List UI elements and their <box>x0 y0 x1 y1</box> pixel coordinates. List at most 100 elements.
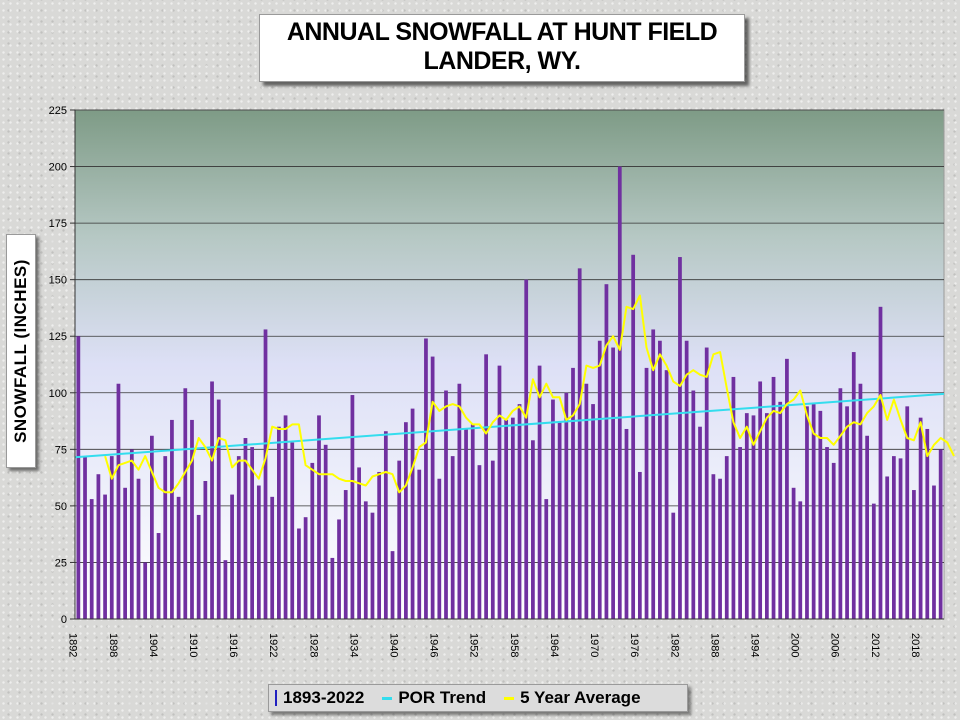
bar-1931 <box>330 557 335 619</box>
bar-series <box>76 166 943 620</box>
bar-1966 <box>564 392 569 619</box>
bar-2015 <box>891 456 896 619</box>
legend-swatch-average <box>504 696 515 700</box>
bar-1997 <box>771 376 776 619</box>
x-tick-label: 1904 <box>147 633 159 657</box>
chart-title-line1: ANNUAL SNOWFALL AT HUNT FIELD <box>286 18 718 46</box>
bar-1919 <box>250 447 255 619</box>
bar-1901 <box>129 449 134 619</box>
average-line-group <box>104 294 955 494</box>
bar-1996 <box>764 413 769 619</box>
x-tick-label: 1910 <box>187 633 199 657</box>
bar-1960 <box>524 279 529 619</box>
bar-1964 <box>551 399 555 619</box>
x-tick-label: 2006 <box>829 633 841 657</box>
bar-1903 <box>143 562 148 619</box>
por-trend-line <box>74 392 945 459</box>
axes <box>74 110 944 620</box>
bar-1955 <box>490 460 495 619</box>
y-tick-label: 150 <box>49 275 67 287</box>
x-tick-label: 1922 <box>267 633 279 657</box>
bar-1917 <box>236 456 241 619</box>
bar-1963 <box>544 499 549 619</box>
bar-1930 <box>323 444 328 619</box>
bar-1932 <box>337 519 341 619</box>
legend-swatch-trend <box>382 696 393 700</box>
five-year-average-line <box>104 294 955 494</box>
legend-item-trend: POR Trend <box>382 688 486 708</box>
bar-1938 <box>377 471 382 619</box>
bar-1949 <box>450 456 455 619</box>
bar-2017 <box>905 406 910 619</box>
bar-2020 <box>925 428 930 619</box>
bar-2009 <box>851 352 856 619</box>
bar-1951 <box>464 428 468 619</box>
bar-2019 <box>918 417 923 619</box>
y-tick-label: 100 <box>49 388 67 400</box>
bar-2022 <box>938 449 943 619</box>
bar-1894 <box>83 456 87 619</box>
bar-2005 <box>825 447 829 619</box>
bar-1971 <box>597 340 602 619</box>
bar-1974 <box>617 166 622 620</box>
x-tick-label: 1952 <box>468 633 480 657</box>
legend-label-trend: POR Trend <box>398 688 487 707</box>
y-tick-label: 0 <box>61 614 67 626</box>
bar-1911 <box>196 514 201 619</box>
bar-1981 <box>664 370 669 619</box>
bar-1972 <box>604 284 609 619</box>
bar-2007 <box>838 388 843 619</box>
bar-1929 <box>317 415 321 619</box>
bar-1985 <box>691 390 696 619</box>
x-tick-label: 1928 <box>307 633 319 657</box>
bar-1994 <box>751 415 756 619</box>
x-tick-label: 1898 <box>107 633 119 657</box>
legend-label-bars: 1893-2022 <box>283 688 365 707</box>
bar-1924 <box>283 415 288 619</box>
bar-2008 <box>845 406 849 619</box>
bar-2004 <box>818 410 823 619</box>
y-tick-label: 200 <box>49 162 67 174</box>
x-tick-label: 2000 <box>789 633 801 657</box>
bar-1899 <box>116 383 121 619</box>
bar-1908 <box>176 496 181 619</box>
bar-1920 <box>256 485 261 619</box>
legend-item-average: 5 Year Average <box>504 688 641 708</box>
y-tick-label: 225 <box>49 105 67 117</box>
x-tick-label: 1916 <box>227 633 239 657</box>
bar-1907 <box>170 419 174 619</box>
bar-1925 <box>290 442 295 619</box>
y-tick-label: 25 <box>55 557 67 569</box>
bar-1921 <box>263 329 268 619</box>
y-tick-label: 125 <box>49 331 67 343</box>
bar-1916 <box>230 494 234 619</box>
bar-1940 <box>390 551 395 619</box>
x-tick-label: 1976 <box>628 633 640 657</box>
bar-1956 <box>497 365 502 619</box>
x-tick-labels: 1892 1898 1904 1910 1916 1922 1928 1934 1940 1946… <box>67 633 921 658</box>
y-tick-label: 50 <box>55 501 67 513</box>
x-tick-label: 1940 <box>388 633 400 657</box>
bar-1950 <box>457 383 462 619</box>
x-tick-label: 1988 <box>708 633 720 657</box>
bar-1968 <box>577 268 582 619</box>
bar-1944 <box>417 469 422 619</box>
bar-1927 <box>303 517 308 619</box>
bar-1977 <box>637 471 642 619</box>
trend-line-group <box>74 392 945 459</box>
bar-1969 <box>584 383 589 619</box>
bar-2016 <box>898 458 903 619</box>
bar-1923 <box>277 426 281 619</box>
bar-1922 <box>270 496 275 619</box>
bar-1905 <box>156 533 161 619</box>
bar-1982 <box>671 512 676 619</box>
bar-2014 <box>885 476 890 619</box>
bar-2001 <box>798 501 803 619</box>
bar-1953 <box>477 465 482 619</box>
bar-1990 <box>724 456 729 619</box>
bar-1999 <box>785 358 789 619</box>
legend-item-bars: 1893-2022 <box>275 688 364 708</box>
bar-1895 <box>89 499 94 619</box>
bar-1893 <box>76 336 81 619</box>
